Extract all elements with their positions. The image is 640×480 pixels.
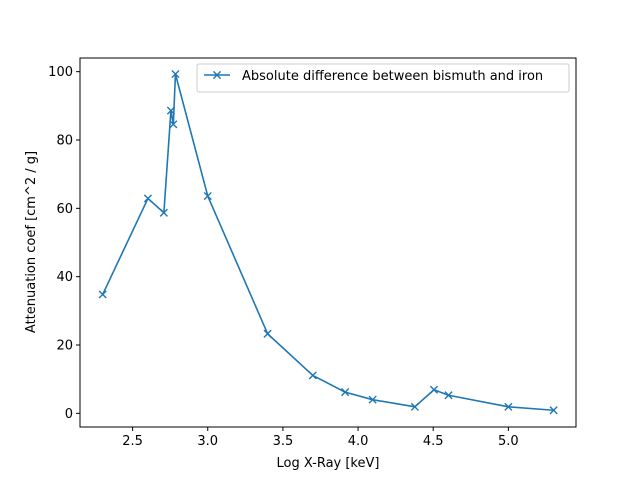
- x-tick-label: 3.5: [273, 434, 294, 449]
- axes-frame: [79, 57, 577, 428]
- data-point: [429, 385, 439, 394]
- data-point: [410, 402, 419, 411]
- y-tick-label: 0: [65, 407, 73, 422]
- data-point: [549, 406, 558, 415]
- y-axis-ticks: 0 20 40 60 80 100: [48, 65, 80, 422]
- plot-markers: [98, 69, 558, 415]
- y-tick-label: 60: [56, 202, 73, 217]
- data-point: [341, 388, 350, 397]
- data-point: [504, 402, 513, 411]
- y-axis-label: Attenuation coef [cm^2 / g]: [24, 151, 39, 333]
- data-point: [444, 391, 453, 400]
- data-point: [169, 120, 178, 129]
- data-point: [98, 290, 107, 299]
- legend-x-marker-icon: [212, 70, 222, 80]
- data-point: [203, 191, 212, 201]
- data-point: [308, 371, 317, 380]
- data-point: [166, 106, 176, 115]
- series-line: [101, 73, 554, 412]
- x-axis-ticks: 2.5 3.0 3.5 4.0 4.5 5.0: [122, 427, 519, 449]
- plot-lines: [101, 73, 554, 412]
- legend: Absolute difference between bismuth and …: [196, 63, 570, 93]
- data-point: [171, 69, 180, 79]
- x-tick-label: 5.0: [498, 434, 519, 449]
- x-axis-label: Log X-Ray [keV]: [277, 456, 380, 471]
- legend-frame: [196, 63, 570, 93]
- y-tick-label: 80: [56, 134, 73, 149]
- y-tick-label: 20: [56, 339, 73, 354]
- x-tick-label: 4.0: [348, 434, 369, 449]
- x-tick-label: 3.0: [197, 434, 218, 449]
- data-point: [368, 395, 377, 404]
- legend-entry-label: Absolute difference between bismuth and …: [242, 69, 543, 84]
- data-point: [263, 329, 272, 338]
- data-point: [159, 208, 168, 217]
- y-tick-label: 100: [48, 65, 73, 80]
- x-tick-label: 4.5: [423, 434, 444, 449]
- x-tick-label: 2.5: [122, 434, 143, 449]
- y-tick-label: 40: [56, 270, 73, 285]
- data-point: [143, 194, 153, 203]
